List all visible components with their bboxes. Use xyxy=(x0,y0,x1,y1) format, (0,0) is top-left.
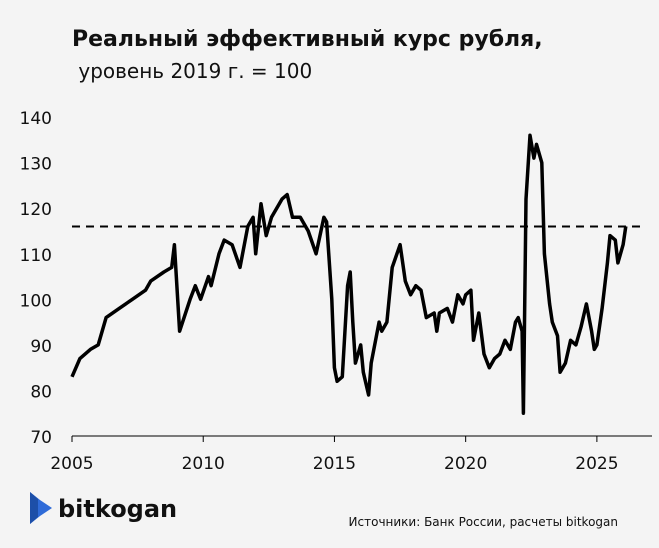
source: Источники: Банк России, расчеты bitkogan xyxy=(349,515,618,529)
y-tick-label: 120 xyxy=(20,200,52,220)
logo-text: bitkogan xyxy=(58,495,177,523)
x-tick-label: 2025 xyxy=(575,454,618,474)
y-tick-label: 140 xyxy=(20,109,52,129)
y-tick-label: 70 xyxy=(30,428,52,448)
x-tick-label: 2015 xyxy=(313,454,356,474)
chart-subtitle: уровень 2019 г. = 100 xyxy=(72,59,312,83)
x-tick-label: 2005 xyxy=(50,454,93,474)
y-tick-label: 100 xyxy=(20,291,52,311)
x-tick-label: 2020 xyxy=(444,454,487,474)
logo-icon-shade xyxy=(30,492,38,524)
x-tick-label: 2010 xyxy=(182,454,225,474)
chart-title: Реальный эффективный курс рубля, xyxy=(72,27,543,52)
y-tick-label: 90 xyxy=(30,337,52,357)
logo xyxy=(30,492,52,524)
y-tick-label: 130 xyxy=(20,155,52,175)
series-line xyxy=(70,133,628,415)
y-tick-label: 80 xyxy=(30,382,52,402)
y-tick-label: 110 xyxy=(20,246,52,266)
